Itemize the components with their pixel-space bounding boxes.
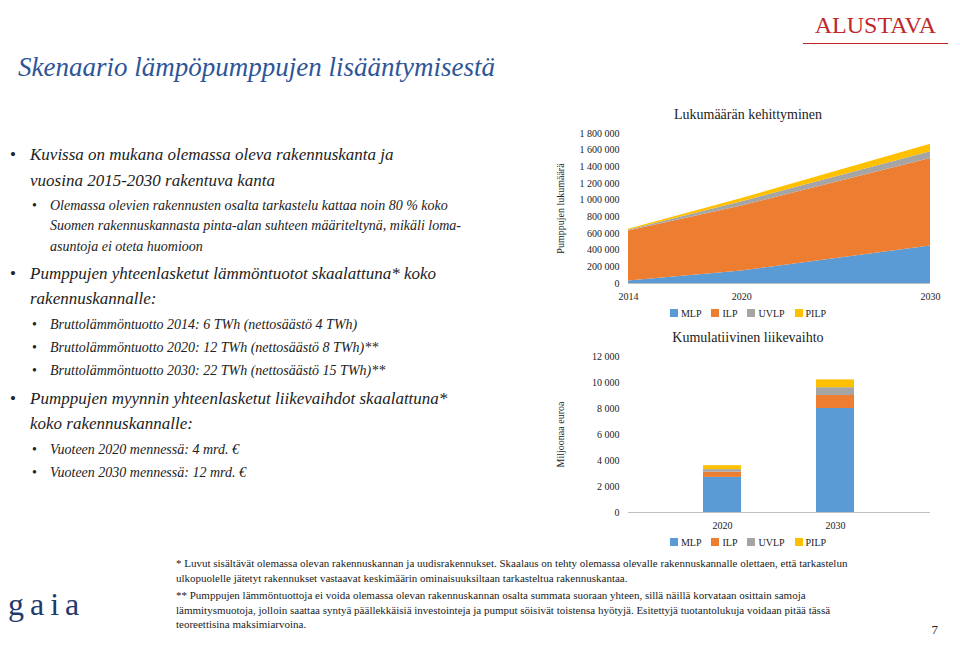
html-text:Bruttolämmöntuotto 2030: 22 TW: Bruttolämmöntuotto 2030: 22 TWh (nettosä… xyxy=(50,363,386,379)
html-text:PILP: PILP xyxy=(805,307,827,319)
svg-text:1 800 000: 1 800 000 xyxy=(580,128,620,139)
svg-text:8 000: 8 000 xyxy=(597,403,620,414)
svg-text:400 000: 400 000 xyxy=(587,244,620,255)
html-text:Pumppujen myynnin yhteenlasket: Pumppujen myynnin yhteenlasketut liikeva… xyxy=(30,388,448,434)
svg-text:0: 0 xyxy=(615,507,620,518)
html-text:Olemassa olevien rakennusten o: Olemassa olevien rakennusten osalta tark… xyxy=(50,198,461,254)
html-text:UVLP: UVLP xyxy=(758,536,785,548)
html-text:Vuoteen 2030 mennessä: 12 mrd.: Vuoteen 2030 mennessä: 12 mrd. € xyxy=(50,465,246,481)
svg-text:6 000: 6 000 xyxy=(597,429,620,440)
svg-text:2030: 2030 xyxy=(921,291,941,302)
html-text:Vuoteen 2020 mennessä: 4 mrd.: Vuoteen 2020 mennessä: 4 mrd. € xyxy=(50,441,239,457)
svg-text:1 600 000: 1 600 000 xyxy=(580,144,620,155)
html-text:Pumppujen yhteenlasketut lämmö: Pumppujen yhteenlasketut lämmöntuotot sk… xyxy=(30,263,436,309)
html-text:Kumulatiivinen liikevaihto: Kumulatiivinen liikevaihto xyxy=(672,330,824,345)
svg-text:Pumppujen lukumäärä: Pumppujen lukumäärä xyxy=(555,163,566,254)
svg-text:600 000: 600 000 xyxy=(587,228,620,239)
svg-text:0: 0 xyxy=(615,278,620,289)
html-text:PILP: PILP xyxy=(805,536,827,548)
svg-text:2014: 2014 xyxy=(619,291,639,302)
svg-text:1 200 000: 1 200 000 xyxy=(580,178,620,189)
svg-text:4 000: 4 000 xyxy=(597,455,620,466)
svg-text:Miljoonaa euroa: Miljoonaa euroa xyxy=(555,401,566,467)
svg-text:1 400 000: 1 400 000 xyxy=(580,161,620,172)
html-text:ILP: ILP xyxy=(722,536,738,548)
html-text:Bruttolämmöntuotto 2020: 12 TW: Bruttolämmöntuotto 2020: 12 TWh (nettosä… xyxy=(50,340,379,356)
svg-text:2020: 2020 xyxy=(732,291,752,302)
svg-text:12 000: 12 000 xyxy=(592,351,620,362)
html-text:MLP: MLP xyxy=(680,536,702,548)
html-text:UVLP: UVLP xyxy=(758,307,785,319)
html-text:gaia: gaia xyxy=(8,586,86,622)
html-text:7: 7 xyxy=(931,622,938,637)
html-text:MLP: MLP xyxy=(680,307,702,319)
html-text:Bruttolämmöntuotto 2014: 6 TWh: Bruttolämmöntuotto 2014: 6 TWh (nettosää… xyxy=(50,316,358,332)
svg-text:10 000: 10 000 xyxy=(592,377,620,388)
html-text:ALUSTAVA: ALUSTAVA xyxy=(814,12,936,38)
svg-text:800 000: 800 000 xyxy=(587,211,620,222)
svg-text:1 000 000: 1 000 000 xyxy=(580,194,620,205)
html-text:* Luvut sisältävät olemassa ol: * Luvut sisältävät olemassa olevan raken… xyxy=(176,557,848,584)
svg-text:2020: 2020 xyxy=(713,520,733,531)
html-text:Skenaario lämpöpumppujen lisää: Skenaario lämpöpumppujen lisääntymisestä xyxy=(18,52,495,82)
svg-text:200 000: 200 000 xyxy=(587,261,620,272)
html-text:ILP: ILP xyxy=(722,307,738,319)
svg-text:2 000: 2 000 xyxy=(597,481,620,492)
svg-text:2030: 2030 xyxy=(826,520,846,531)
html-text:Kuvissa on mukana olemassa ole: Kuvissa on mukana olemassa oleva rakennu… xyxy=(30,145,394,190)
html-text:** Pumppujen lämmöntuottoja ei: ** Pumppujen lämmöntuottoja ei voida ole… xyxy=(176,589,831,631)
html-text:Lukumäärän kehittyminen: Lukumäärän kehittyminen xyxy=(673,107,823,122)
